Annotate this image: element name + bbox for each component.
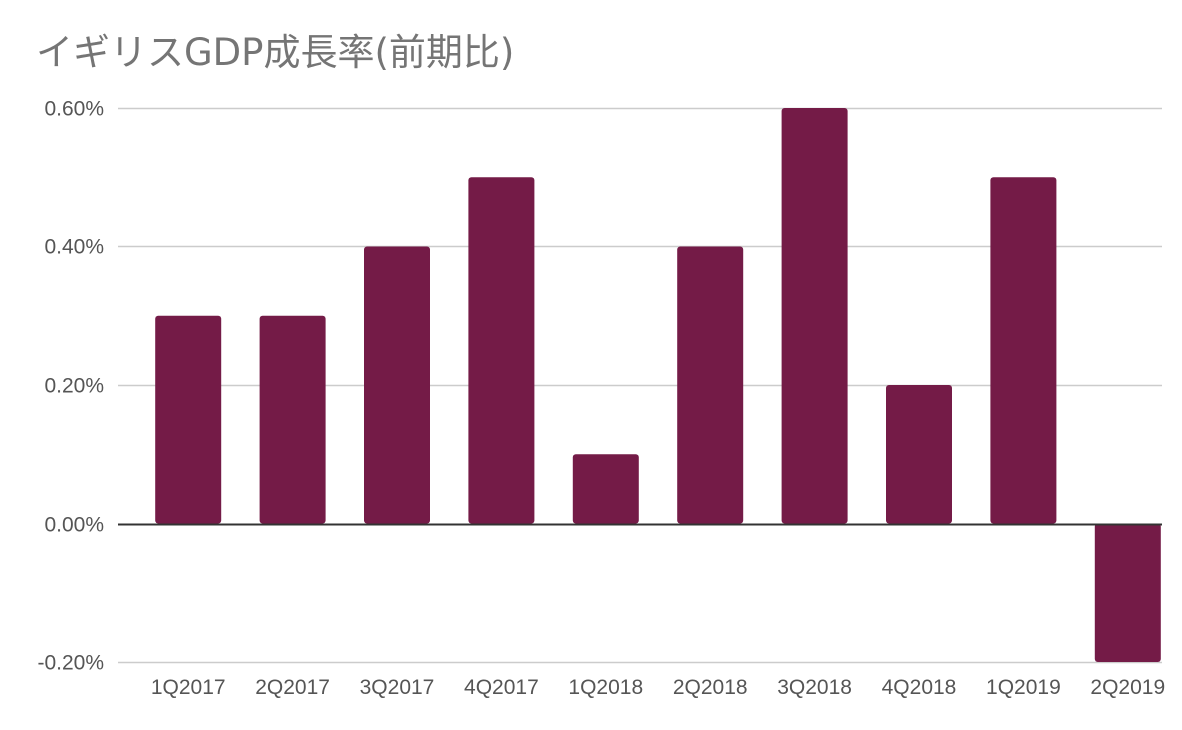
x-tick-label: 3Q2017 (360, 676, 435, 699)
bar (781, 108, 848, 524)
bar (990, 177, 1057, 524)
y-tick-label: 0.20% (44, 375, 104, 398)
bar (1094, 523, 1161, 662)
bar (468, 177, 535, 524)
x-tick-label: 4Q2017 (464, 676, 539, 699)
x-tick-label: 2Q2018 (673, 676, 748, 699)
bars (155, 108, 1161, 662)
bar (259, 315, 326, 524)
y-tick-label: 0.40% (44, 236, 104, 259)
bar (677, 246, 744, 524)
x-tick-label: 1Q2019 (986, 676, 1061, 699)
x-tick-label: 1Q2017 (151, 676, 226, 699)
bar (155, 315, 222, 524)
y-axis-labels: -0.20% 0.00% 0.20% 0.40% 0.60% (37, 98, 104, 675)
y-tick-label: -0.20% (37, 652, 104, 675)
bar (572, 454, 639, 524)
chart-title: イギリスGDP成長率(前期比) (36, 31, 515, 74)
x-tick-label: 2Q2017 (255, 676, 330, 699)
x-axis-labels: 1Q2017 2Q2017 3Q2017 4Q2017 1Q2018 2Q2018 3Q20… (151, 676, 1165, 699)
x-tick-label: 2Q2019 (1090, 676, 1165, 699)
bar (364, 246, 430, 524)
x-tick-label: 1Q2018 (568, 676, 643, 699)
y-tick-label: 0.60% (44, 98, 104, 121)
y-tick-label: 0.00% (44, 514, 104, 537)
x-tick-label: 3Q2018 (777, 676, 852, 699)
bar (886, 385, 952, 524)
x-tick-label: 4Q2018 (882, 676, 957, 699)
